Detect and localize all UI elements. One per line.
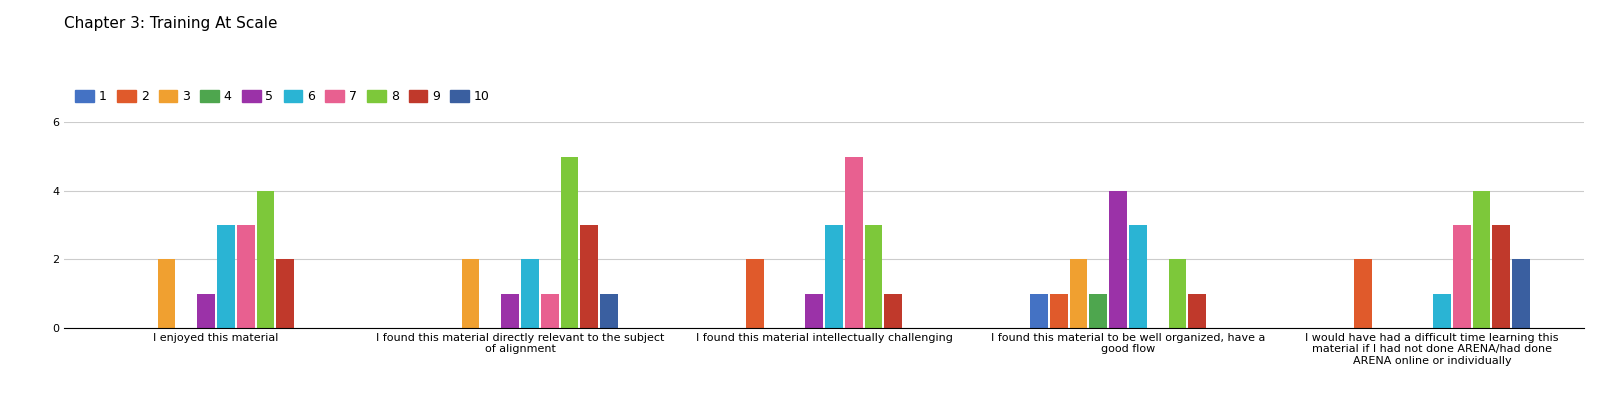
Bar <box>560 157 578 328</box>
Bar <box>1512 260 1530 328</box>
Bar <box>746 260 763 328</box>
Bar <box>826 225 843 328</box>
Bar <box>197 293 214 328</box>
Bar <box>1472 191 1490 328</box>
Text: Chapter 3: Training At Scale: Chapter 3: Training At Scale <box>64 16 277 31</box>
Bar <box>237 225 254 328</box>
Bar <box>805 293 822 328</box>
Bar <box>501 293 518 328</box>
Bar <box>885 293 902 328</box>
Bar <box>158 260 176 328</box>
Bar <box>1189 293 1206 328</box>
Bar <box>1030 293 1048 328</box>
Bar <box>1090 293 1107 328</box>
Bar <box>277 260 294 328</box>
Bar <box>541 293 558 328</box>
Bar <box>1434 293 1451 328</box>
Bar <box>1168 260 1186 328</box>
Bar <box>864 225 882 328</box>
Bar <box>1354 260 1371 328</box>
Bar <box>600 293 618 328</box>
Bar <box>1453 225 1470 328</box>
Bar <box>218 225 235 328</box>
Bar <box>1130 225 1147 328</box>
Bar <box>522 260 539 328</box>
Bar <box>1070 260 1088 328</box>
Bar <box>1493 225 1510 328</box>
Legend: 1, 2, 3, 4, 5, 6, 7, 8, 9, 10: 1, 2, 3, 4, 5, 6, 7, 8, 9, 10 <box>70 85 494 108</box>
Bar <box>1109 191 1126 328</box>
Bar <box>1050 293 1067 328</box>
Bar <box>256 191 274 328</box>
Bar <box>845 157 862 328</box>
Bar <box>581 225 598 328</box>
Bar <box>462 260 480 328</box>
